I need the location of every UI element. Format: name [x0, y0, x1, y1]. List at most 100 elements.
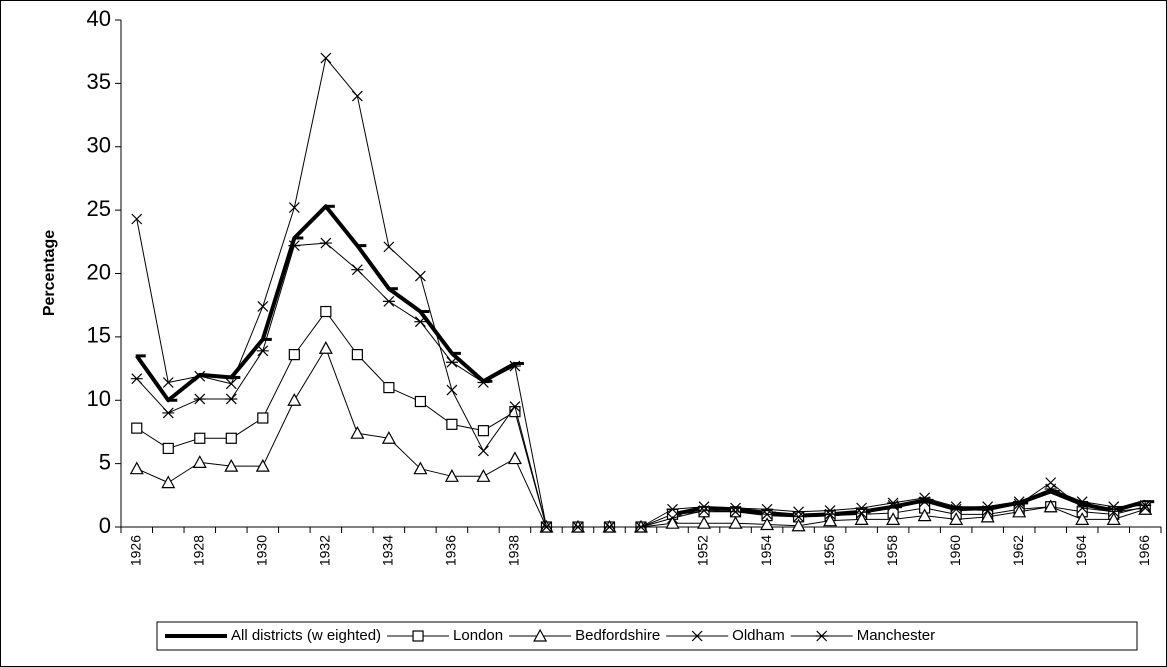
- marker: [381, 431, 396, 444]
- marker: [225, 378, 237, 390]
- marker: [949, 512, 964, 525]
- marker: [257, 301, 269, 312]
- marker: [509, 401, 521, 413]
- x-tick-label: 1966: [1136, 535, 1152, 566]
- marker: [1075, 512, 1090, 525]
- marker: [383, 381, 395, 394]
- marker: [665, 515, 680, 529]
- x-tick-label: 1926: [127, 535, 143, 566]
- x-tick-label: 1928: [190, 535, 206, 566]
- marker: [194, 432, 206, 444]
- marker: [412, 630, 424, 642]
- marker: [414, 316, 427, 328]
- marker: [761, 503, 774, 515]
- marker: [540, 521, 553, 533]
- y-tick-label: 0: [99, 513, 111, 538]
- y-tick-label: 15: [87, 323, 111, 348]
- marker: [194, 370, 206, 382]
- x-tick-label: 1952: [695, 535, 711, 566]
- marker: [533, 628, 548, 642]
- legend-label: London: [453, 627, 503, 644]
- marker: [351, 349, 363, 361]
- marker: [320, 305, 332, 318]
- marker: [698, 501, 711, 513]
- marker: [162, 377, 174, 388]
- marker: [1044, 483, 1057, 495]
- marker: [382, 295, 395, 307]
- marker: [856, 507, 868, 519]
- marker: [288, 349, 300, 361]
- marker: [855, 502, 868, 514]
- marker: [1076, 496, 1089, 508]
- legend-box: [156, 621, 1138, 651]
- marker: [225, 393, 238, 405]
- marker: [886, 512, 901, 525]
- marker: [980, 509, 995, 523]
- marker: [729, 502, 742, 514]
- marker: [761, 508, 773, 520]
- marker: [697, 515, 712, 529]
- marker: [319, 237, 332, 249]
- x-tick-label: 1956: [821, 535, 837, 566]
- marker: [728, 515, 743, 529]
- marker: [161, 475, 176, 489]
- marker: [854, 512, 869, 525]
- marker: [792, 506, 805, 518]
- marker: [225, 432, 237, 444]
- marker: [508, 360, 521, 372]
- marker: [414, 395, 426, 408]
- x-tick-label: 1964: [1073, 535, 1089, 566]
- marker: [667, 512, 678, 524]
- marker: [981, 501, 994, 513]
- marker: [320, 52, 332, 64]
- marker: [287, 392, 302, 406]
- marker: [918, 492, 931, 504]
- marker: [571, 521, 584, 533]
- legend: All districts (w eighted) London Bedfordsh…: [156, 621, 1138, 651]
- legend-label: Oldham: [732, 627, 785, 644]
- marker: [162, 442, 174, 455]
- marker: [257, 412, 269, 424]
- marker: [413, 461, 428, 475]
- marker: [446, 384, 458, 396]
- legend-label: Manchester: [857, 627, 935, 644]
- marker: [666, 503, 679, 515]
- x-tick-label: 1934: [380, 535, 396, 566]
- marker: [476, 469, 491, 482]
- y-tick-label: 35: [87, 69, 111, 94]
- x-tick-label: 1930: [254, 535, 270, 566]
- marker: [603, 521, 616, 533]
- marker: [351, 264, 364, 276]
- marker: [318, 341, 333, 354]
- marker: [131, 213, 143, 225]
- marker: [1107, 501, 1120, 513]
- marker: [1106, 512, 1121, 525]
- marker: [1139, 500, 1152, 511]
- y-tick-label: 40: [87, 6, 111, 31]
- marker: [383, 241, 395, 253]
- marker: [350, 425, 365, 439]
- marker: [760, 517, 775, 531]
- marker: [635, 521, 647, 533]
- marker: [445, 356, 458, 368]
- y-axis-label: Percentage: [41, 230, 58, 316]
- marker: [917, 508, 932, 522]
- marker: [414, 270, 426, 282]
- marker: [791, 518, 806, 532]
- marker: [446, 418, 458, 430]
- marker: [193, 393, 206, 405]
- marker: [793, 511, 805, 523]
- marker: [1013, 498, 1025, 510]
- marker: [1012, 504, 1027, 518]
- marker: [288, 202, 300, 214]
- marker: [255, 458, 270, 472]
- y-tick-label: 25: [87, 196, 111, 221]
- legend-label: Bedfordshire: [575, 627, 660, 644]
- marker: [224, 458, 239, 472]
- marker: [1139, 502, 1151, 514]
- marker: [1108, 506, 1120, 518]
- x-tick-label: 1962: [1010, 535, 1026, 566]
- marker: [256, 345, 269, 357]
